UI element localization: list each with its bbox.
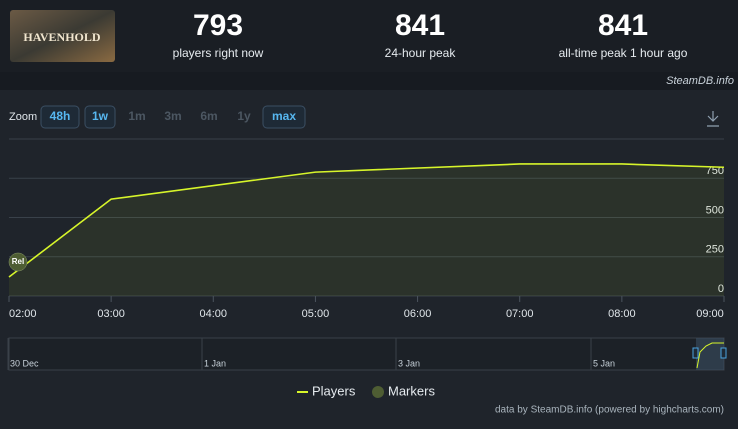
navigator[interactable] — [8, 337, 725, 371]
area — [9, 163, 724, 296]
navigator-label: 30 Dec — [10, 358, 39, 368]
header — [0, 0, 738, 72]
stat-value: 793 — [193, 9, 243, 42]
x-tick-label: 06:00 — [404, 308, 432, 320]
legend-marker[interactable] — [372, 386, 384, 398]
navigator-label: 5 Jan — [593, 358, 615, 368]
zoom-option[interactable]: 48h — [50, 109, 71, 123]
x-tick-label: 02:00 — [9, 308, 37, 320]
x-tick-label: 09:00 — [696, 308, 724, 320]
line — [8, 163, 725, 278]
navigator-label: 1 Jan — [204, 358, 226, 368]
y-tick-label: 250 — [706, 244, 724, 256]
navigator-handle[interactable] — [692, 347, 699, 359]
stat-value: 841 — [395, 9, 445, 42]
x-tick-label: 04:00 — [200, 308, 228, 320]
legend-label[interactable]: Players — [312, 383, 356, 398]
y-tick-label: 750 — [706, 165, 724, 177]
zoom-button[interactable] — [262, 105, 306, 129]
zoom-button[interactable] — [84, 105, 116, 129]
stat-label: all-time peak 1 hour ago — [559, 46, 688, 60]
zoom-option[interactable]: 1m — [128, 109, 145, 123]
download-icon[interactable] — [707, 111, 719, 127]
navigator-label: 3 Jan — [398, 358, 420, 368]
credits[interactable]: data by SteamDB.info (powered by highcha… — [495, 405, 724, 416]
zoom-option[interactable]: 6m — [200, 109, 217, 123]
navigator-line — [696, 342, 724, 369]
y-tick-label: 0 — [718, 283, 724, 295]
marker-label[interactable]: Rel — [12, 257, 24, 266]
zoom-option[interactable]: 1y — [237, 109, 251, 123]
stat-label: players right now — [173, 46, 264, 60]
zoom-option[interactable]: max — [272, 109, 296, 123]
x-tick-label: 08:00 — [608, 308, 636, 320]
stat-label: 24-hour peak — [385, 46, 457, 60]
zoom-option[interactable]: 3m — [164, 109, 181, 123]
x-tick-label: 07:00 — [506, 308, 534, 320]
zoom-button[interactable] — [40, 105, 80, 129]
zoom-option[interactable]: 1w — [92, 109, 109, 123]
source[interactable]: SteamDB.info — [666, 75, 734, 87]
marker[interactable] — [8, 252, 28, 272]
legend-label[interactable]: Markers — [388, 383, 435, 398]
y-tick-label: 500 — [706, 204, 724, 216]
stat-value: 841 — [598, 9, 648, 42]
x-tick-label: 03:00 — [97, 308, 125, 320]
game-logo: HAVENHOLD — [23, 30, 100, 44]
x-tick-label: 05:00 — [302, 308, 330, 320]
navigator-handle[interactable] — [720, 347, 727, 359]
game-thumbnail[interactable] — [10, 10, 115, 62]
source-bar — [0, 72, 738, 90]
zoom-label: Zoom — [9, 111, 37, 123]
